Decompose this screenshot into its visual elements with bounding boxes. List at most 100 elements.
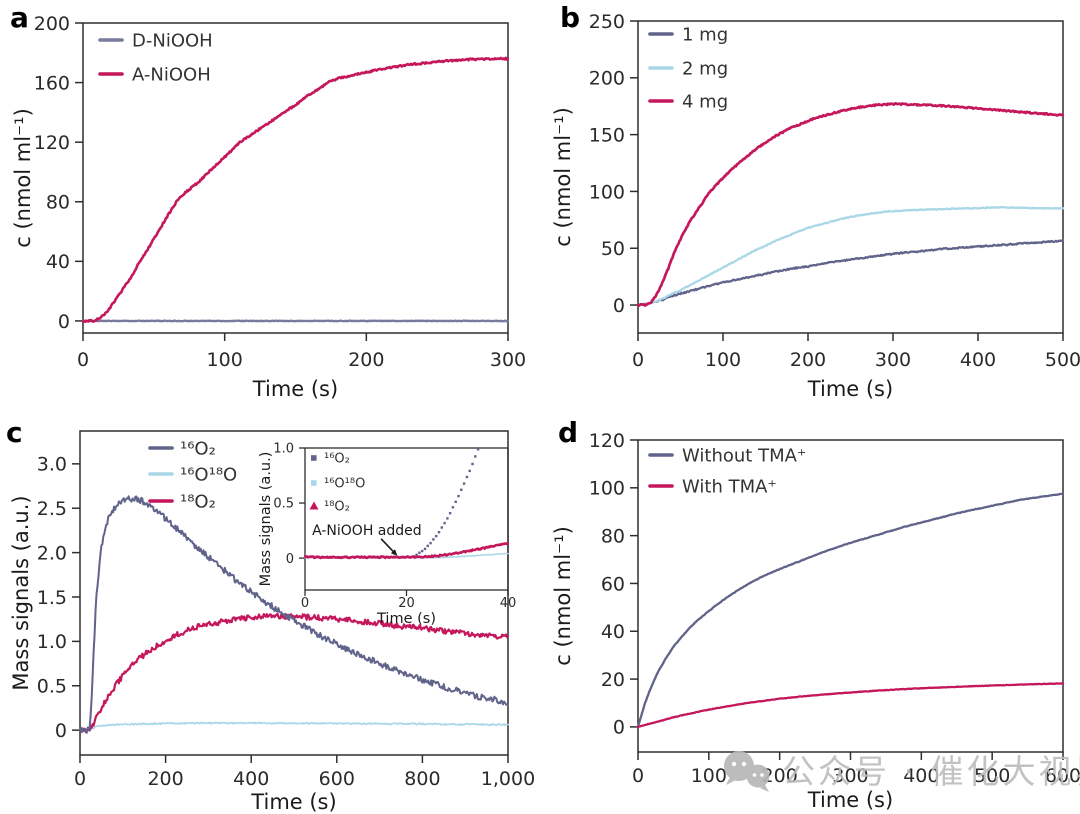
legend-label: 4 mg [682,91,728,112]
legend-label: A-NiOOH [132,64,211,85]
annotation-arrowhead [390,549,398,556]
panel-c: c 0 200 400 600 800 1,000 0 0.5 1.0 1.5 2.0 2.5 3.0 ¹… [0,407,540,814]
legend-label: ¹⁶O¹⁸O [324,477,365,492]
annotation-arrow [380,538,396,554]
y-axis-label: c (nmol ml⁻¹) [551,107,575,247]
y-tick-label: 100 [589,478,625,500]
annotation-text: A-NiOOH added [312,523,422,539]
y-tick-label: 40 [46,251,70,273]
x-tick-label: 0 [632,349,644,371]
x-tick-label: 20 [398,596,415,611]
x-tick-label: 300 [875,349,911,371]
legend-swatch [311,480,317,486]
panel-b-chart: 0 100 200 300 400 500 0 50 100 150 200 250 1 mg 2 mg 4… [551,11,1080,401]
y-tick-label: 120 [589,430,625,452]
y-tick-label: 80 [46,192,70,214]
y-tick-label: 40 [601,621,625,643]
x-tick-label: 600 [1045,765,1080,787]
y-tick-label: 0 [55,720,67,742]
panel-d-label: d [558,416,579,449]
y-tick-label: 80 [601,525,625,547]
y-tick-label: 150 [589,124,625,146]
series-line [79,495,509,734]
y-axis-label: Mass signals (a.u.) [9,495,33,690]
y-tick-label: 1.0 [273,442,294,457]
series-line [637,492,1064,728]
panel-a-label: a [10,1,29,34]
series-line [82,319,509,323]
legend-label: ¹⁸O₂ [180,491,216,512]
legend-label: Without TMA⁺ [682,445,806,466]
y-tick-label: 0 [613,295,625,317]
x-tick-label: 200 [348,349,384,371]
y-tick-label: 0 [58,311,70,333]
y-axis-label: c (nmol ml⁻¹) [11,108,35,248]
x-tick-label: 200 [147,768,183,790]
y-tick-label: 200 [34,13,70,35]
x-tick-label: 400 [233,768,269,790]
plot-box [79,430,509,756]
panel-d-chart: 0 100 200 300 400 500 600 0 20 40 60 80 100 120 Withou… [551,430,1080,812]
plot-box [82,22,509,334]
plot-box [637,20,1064,334]
x-tick-label: 400 [903,765,939,787]
y-tick-label: 160 [34,72,70,94]
y-tick-label: 0 [613,717,625,739]
x-axis-label: Time (s) [376,611,436,627]
x-tick-label: 300 [832,765,868,787]
y-tick-label: 3.0 [37,454,67,476]
legend-label: 1 mg [682,24,728,45]
panel-c-label: c [6,416,23,449]
y-tick-label: 0 [286,552,294,567]
legend-label: ¹⁸O₂ [324,500,350,515]
series-line [637,102,1064,307]
x-tick-label: 300 [490,349,526,371]
x-tick-label: 500 [1045,349,1080,371]
legend-swatch [309,501,319,510]
legend-label: With TMA⁺ [682,476,777,497]
x-tick-label: 500 [974,765,1010,787]
panel-b-label: b [560,1,581,34]
legend-label: ¹⁶O¹⁸O [180,464,237,485]
x-tick-label: 0 [632,765,644,787]
x-tick-label: 100 [207,349,243,371]
x-tick-label: 40 [500,596,517,611]
x-tick-label: 0 [301,596,309,611]
series-line [79,612,509,734]
y-tick-label: 20 [601,669,625,691]
x-axis-label: Time (s) [807,377,893,401]
y-tick-label: 100 [589,181,625,203]
y-tick-label: 1.5 [37,587,67,609]
x-tick-label: 200 [762,765,798,787]
y-axis-label: c (nmol ml⁻¹) [551,526,575,666]
panel-d: d 0 100 200 300 400 500 600 0 20 40 60 80 100 120 With… [540,407,1080,814]
panel-a-chart: 0 100 200 300 0 40 80 120 160 200 D-NiOOH A-NiOOH c … [11,13,526,401]
x-tick-label: 0 [74,768,86,790]
x-tick-label: 600 [319,768,355,790]
x-tick-label: 1,000 [481,768,535,790]
panel-b: b 0 100 200 300 400 500 0 50 100 150 200 250 1 mg 2 m… [540,0,1080,407]
series-line [637,238,1064,307]
panel-a: a 0 100 200 300 0 40 80 120 160 200 D-NiOOH A-NiOOH… [0,0,540,407]
y-tick-label: 50 [601,238,625,260]
x-tick-label: 400 [960,349,996,371]
series-line [637,682,1064,729]
y-tick-label: 1.0 [37,631,67,653]
panel-c-chart: 0 200 400 600 800 1,00000.51.01.52.02.53.0¹⁶O… [9,430,535,814]
series-line [637,205,1064,307]
x-axis-label: Time (s) [252,377,338,401]
series-line [82,56,509,324]
y-tick-label: 120 [34,132,70,154]
x-tick-label: 0 [77,349,89,371]
x-tick-label: 100 [691,765,727,787]
series-line [79,721,509,732]
y-axis-label: Mass signals (a.u.) [258,452,274,587]
legend-label: ¹⁶O₂ [180,438,216,459]
x-axis-label: Time (s) [250,790,336,814]
x-tick-label: 200 [790,349,826,371]
legend-swatch [311,455,317,461]
y-tick-label: 2.5 [37,498,67,520]
y-tick-label: 60 [601,573,625,595]
legend-label: ¹⁶O₂ [324,452,350,467]
